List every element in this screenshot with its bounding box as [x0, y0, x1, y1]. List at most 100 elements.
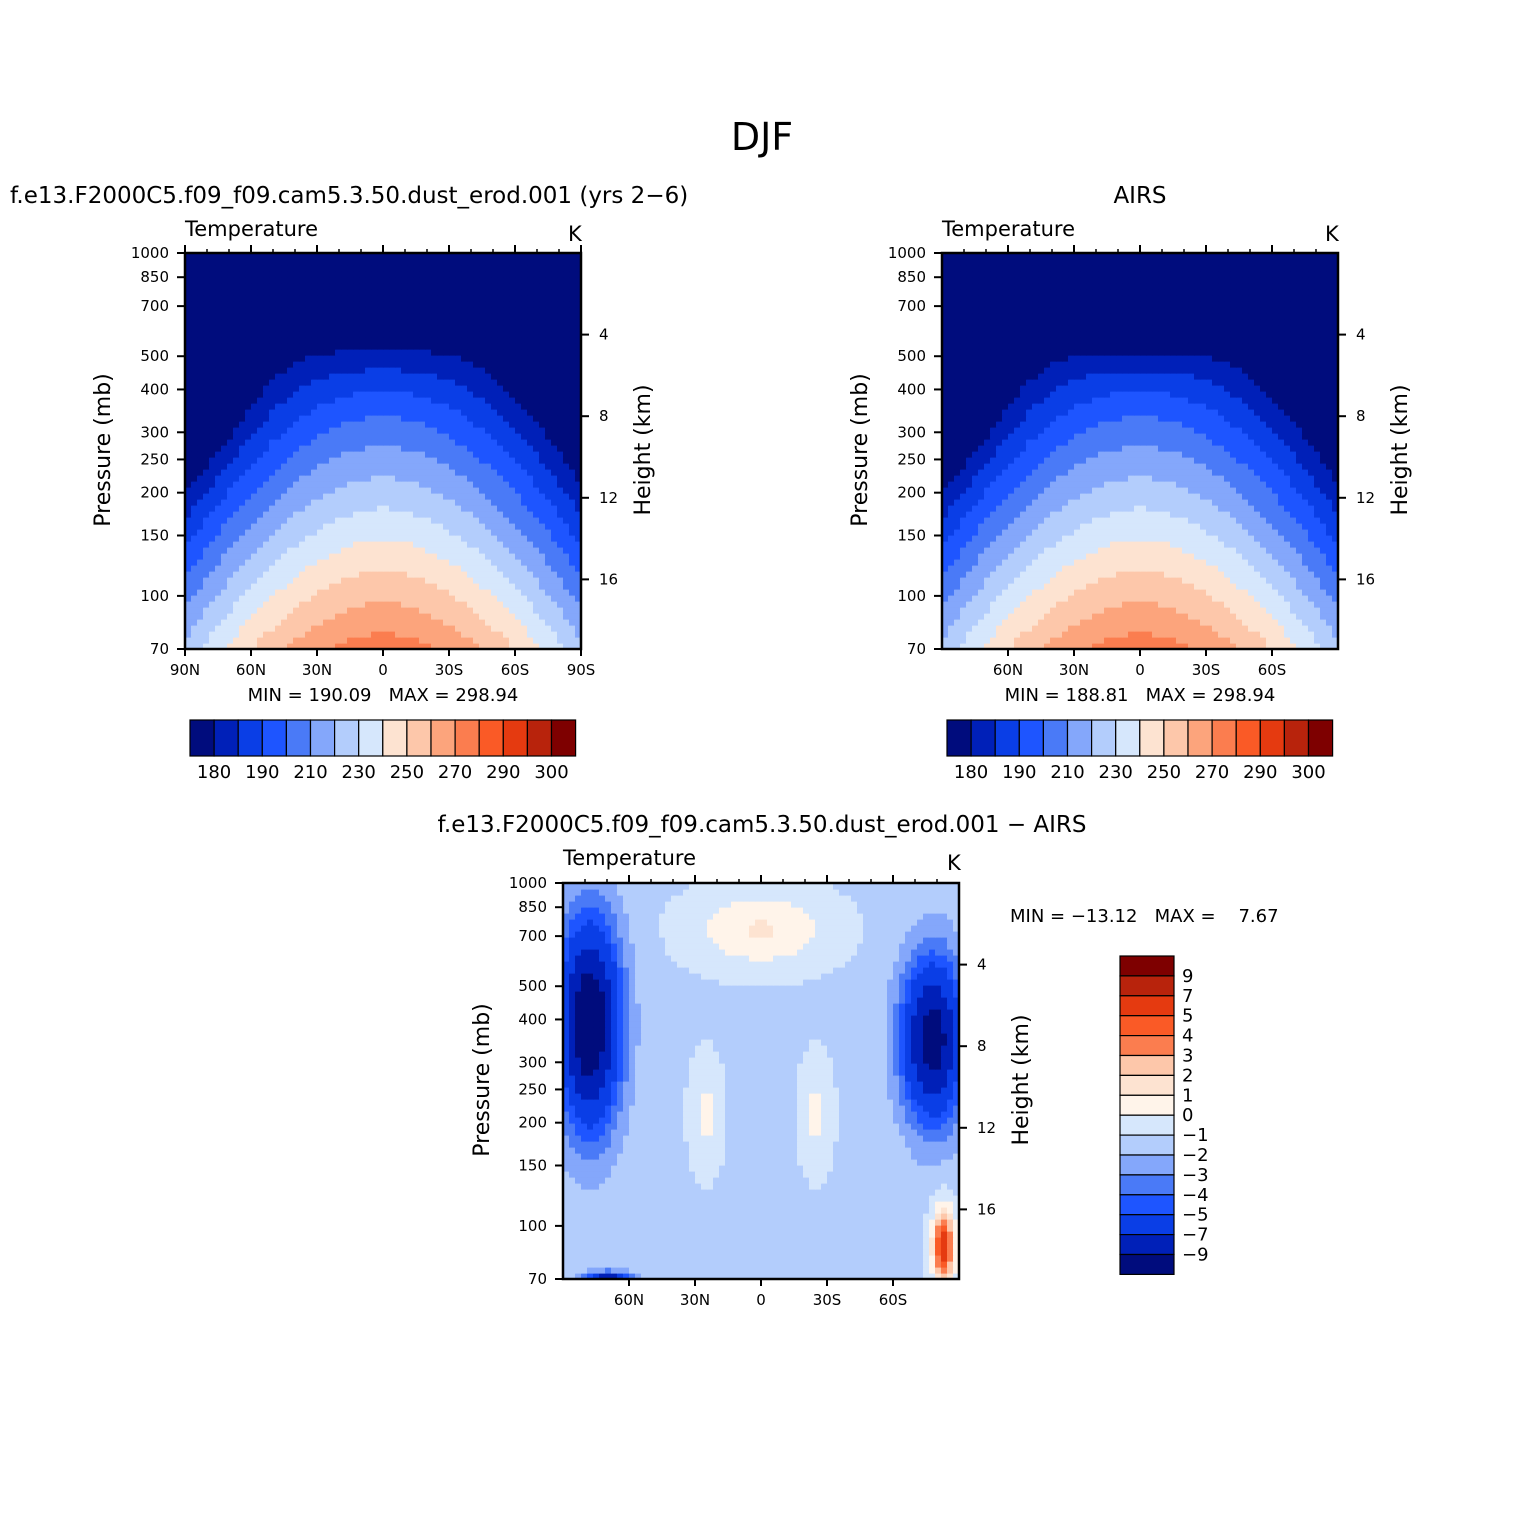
contour-cell	[185, 625, 192, 632]
contour-cell	[569, 499, 576, 506]
contour-cell	[455, 571, 462, 578]
contour-cell	[1044, 625, 1051, 632]
contour-cell	[203, 397, 210, 404]
contour-cell	[527, 571, 534, 578]
contour-cell	[371, 493, 378, 500]
contour-cell	[275, 409, 282, 416]
contour-cell	[539, 361, 546, 368]
contour-cell	[287, 481, 294, 488]
contour-cell	[497, 553, 504, 560]
contour-cell	[1164, 607, 1171, 614]
contour-cell	[569, 535, 576, 542]
contour-cell	[461, 583, 468, 590]
contour-cell	[1014, 601, 1021, 608]
contour-cell	[293, 469, 300, 476]
contour-cell	[335, 397, 342, 404]
contour-cell	[335, 319, 342, 326]
contour-cell	[287, 553, 294, 560]
contour-cell	[455, 607, 462, 614]
contour-cell	[299, 571, 306, 578]
contour-cell	[431, 601, 438, 608]
contour-cell	[1092, 601, 1099, 608]
contour-cell	[545, 637, 552, 644]
contour-cell	[203, 541, 210, 548]
contour-cell	[1182, 613, 1189, 620]
contour-cell	[389, 409, 396, 416]
contour-cell	[431, 355, 438, 362]
contour-cell	[948, 607, 955, 614]
contour-cell	[1074, 631, 1081, 638]
contour-cell	[257, 589, 264, 596]
contour-cell	[461, 637, 468, 644]
contour-cell	[1104, 637, 1111, 644]
contour-cell	[371, 427, 378, 434]
contour-cell	[329, 535, 336, 542]
contour-cell	[978, 595, 985, 602]
contour-cell	[425, 361, 432, 368]
contour-cell	[227, 565, 234, 572]
contour-cell	[323, 499, 330, 506]
contour-cell	[293, 535, 300, 542]
contour-cell	[293, 523, 300, 530]
contour-cell	[329, 619, 336, 626]
contour-cell	[293, 343, 300, 350]
contour-cell	[215, 481, 222, 488]
contour-cell	[521, 367, 528, 374]
contour-cell	[287, 565, 294, 572]
contour-cell	[293, 391, 300, 398]
contour-cell	[185, 547, 192, 554]
contour-cell	[191, 541, 198, 548]
contour-cell	[539, 289, 546, 296]
contour-cell	[407, 595, 414, 602]
contour-cell	[509, 439, 516, 446]
contour-cell	[569, 469, 576, 476]
contour-cell	[293, 355, 300, 362]
contour-cell	[533, 637, 540, 644]
contour-cell	[461, 523, 468, 530]
contour-cell	[347, 451, 354, 458]
contour-cell	[533, 601, 540, 608]
contour-cell	[251, 583, 258, 590]
contour-cell	[341, 439, 348, 446]
contour-cell	[569, 259, 576, 266]
contour-cell	[251, 505, 258, 512]
contour-cell	[227, 643, 234, 650]
contour-cell	[491, 487, 498, 494]
contour-cell	[419, 295, 426, 302]
contour-cell	[197, 319, 204, 326]
contour-cell	[569, 451, 576, 458]
contour-cell	[269, 403, 276, 410]
contour-cell	[347, 289, 354, 296]
contour-cell	[227, 349, 234, 356]
contour-cell	[449, 319, 456, 326]
contour-cell	[545, 421, 552, 428]
contour-cell	[245, 565, 252, 572]
contour-cell	[365, 541, 372, 548]
contour-cell	[461, 421, 468, 428]
contour-cell	[461, 529, 468, 536]
contour-cell	[1266, 601, 1273, 608]
contour-cell	[557, 307, 564, 314]
contour-cell	[371, 283, 378, 290]
contour-cell	[413, 367, 420, 374]
contour-cell	[203, 565, 210, 572]
contour-cell	[317, 541, 324, 548]
contour-cell	[329, 289, 336, 296]
contour-cell	[305, 535, 312, 542]
contour-cell	[233, 343, 240, 350]
contour-cell	[305, 331, 312, 338]
contour-cell	[515, 373, 522, 380]
contour-cell	[209, 421, 216, 428]
contour-cell	[269, 577, 276, 584]
contour-cell	[443, 295, 450, 302]
contour-cell	[419, 457, 426, 464]
contour-cell	[371, 457, 378, 464]
contour-cell	[527, 589, 534, 596]
contour-cell	[389, 535, 396, 542]
contour-cell	[527, 319, 534, 326]
contour-cell	[383, 619, 390, 626]
contour-cell	[383, 571, 390, 578]
contour-cell	[1104, 601, 1111, 608]
contour-cell	[395, 403, 402, 410]
contour-cell	[299, 613, 306, 620]
